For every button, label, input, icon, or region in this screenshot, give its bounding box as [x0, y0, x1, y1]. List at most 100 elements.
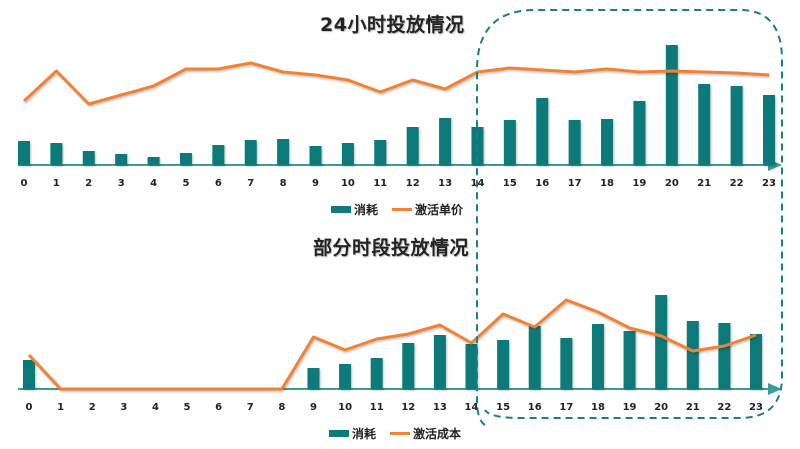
legend-bar-label: 消耗	[354, 203, 379, 217]
chart-title-bottom: 部分时段投放情况	[313, 237, 470, 259]
x-tick-label: 15	[496, 402, 510, 413]
x-tick-label: 16	[535, 178, 549, 189]
x-tick-label: 13	[433, 402, 447, 413]
x-tick-label: 18	[600, 178, 614, 189]
legend-bar-label: 消耗	[352, 427, 377, 441]
x-tick-label: 9	[312, 178, 319, 189]
legend-line-swatch	[390, 432, 411, 435]
x-tick-label: 22	[717, 402, 731, 413]
x-tick-label: 8	[280, 178, 287, 189]
bar	[18, 141, 30, 165]
x-tick-label: 21	[686, 402, 700, 413]
x-tick-label: 19	[623, 402, 637, 413]
x-tick-label: 17	[568, 178, 582, 189]
bar	[244, 140, 257, 165]
x-tick-label: 6	[215, 178, 222, 189]
bar	[402, 343, 415, 389]
bar	[601, 119, 614, 165]
x-tick-label: 12	[401, 402, 415, 413]
legend-top: 消耗 激活单价	[331, 201, 463, 218]
bar	[591, 324, 604, 389]
bar	[686, 321, 699, 389]
bar	[82, 151, 95, 165]
bar	[698, 84, 711, 165]
x-tick-label: 19	[632, 178, 646, 189]
legend-bar-swatch	[331, 206, 351, 213]
x-tick-label: 7	[247, 178, 254, 189]
bar	[763, 95, 775, 165]
bar	[212, 145, 225, 165]
bar	[309, 146, 322, 165]
x-tick-label: 3	[120, 402, 127, 413]
legend-bar-swatch	[329, 430, 349, 437]
x-tick-label: 15	[503, 178, 517, 189]
chart-title-top: 24小时投放情况	[320, 14, 465, 36]
bottom-chart: 0 1 2 3 4 5 6 7 8 9 10 11 12 13 14 15 16 17 18 19 20 21 22 23	[18, 295, 782, 413]
x-tick-label: 4	[152, 402, 159, 413]
bar	[115, 154, 128, 165]
x-tick-label: 14	[465, 402, 479, 413]
top-chart: 0 1 2 3 4 5 6 7 8 9 10 11 12 13 14 15 16 17 18 19 20 21 22 23	[18, 45, 782, 189]
x-tick-label: 5	[184, 402, 191, 413]
x-tick-label: 20	[665, 178, 679, 189]
x-tick-label: 2	[89, 402, 96, 413]
bar	[750, 334, 762, 389]
x-tick-label: 22	[730, 178, 744, 189]
bar	[568, 120, 581, 165]
x-tick-label: 1	[53, 178, 60, 189]
bar	[560, 338, 573, 389]
x-tick-label: 0	[26, 402, 33, 413]
series-line	[22, 61, 770, 106]
bar	[50, 143, 63, 165]
bar	[465, 344, 478, 389]
bar	[341, 143, 354, 165]
bar	[277, 139, 290, 165]
bar	[528, 326, 541, 389]
bar	[536, 98, 549, 165]
x-tick-label: 20	[654, 402, 668, 413]
bar	[497, 340, 510, 389]
x-tick-label: 11	[373, 178, 387, 189]
x-tick-label: 10	[341, 178, 355, 189]
x-tick-label: 18	[591, 402, 605, 413]
bar	[623, 331, 636, 389]
legend-line-label: 激活成本	[413, 427, 462, 441]
bar	[307, 368, 320, 389]
bar	[730, 86, 743, 165]
x-tick-label: 0	[21, 178, 28, 189]
x-tick-label: 5	[182, 178, 189, 189]
x-tick-label: 17	[559, 402, 573, 413]
bar	[147, 157, 160, 165]
x-tick-label: 3	[118, 178, 125, 189]
x-tick-label: 1	[57, 402, 64, 413]
series-line	[27, 298, 757, 391]
bar	[406, 127, 419, 165]
bar	[718, 323, 731, 389]
bar	[665, 45, 678, 165]
bar	[179, 153, 192, 165]
bar	[374, 140, 387, 165]
x-tick-label: 12	[406, 178, 420, 189]
bar	[433, 335, 446, 389]
x-tick-label: 8	[278, 402, 285, 413]
bar	[633, 101, 646, 165]
x-tick-label: 23	[762, 178, 776, 189]
x-tick-label: 6	[215, 402, 222, 413]
bar	[370, 358, 383, 389]
x-tick-label: 4	[150, 178, 157, 189]
x-tick-label: 10	[338, 402, 352, 413]
x-tick-label: 13	[438, 178, 452, 189]
bar	[23, 360, 35, 389]
legend-bottom: 消耗 激活成本	[329, 425, 461, 442]
x-tick-label: 2	[85, 178, 92, 189]
x-tick-label: 9	[310, 402, 317, 413]
bar	[339, 364, 352, 389]
highlight-box	[476, 9, 783, 426]
bar	[503, 120, 516, 165]
legend-line-label: 激活单价	[415, 203, 464, 217]
x-tick-label: 23	[749, 402, 763, 413]
x-tick-label: 11	[370, 402, 384, 413]
legend-line-swatch	[392, 208, 413, 211]
bar	[439, 118, 452, 165]
